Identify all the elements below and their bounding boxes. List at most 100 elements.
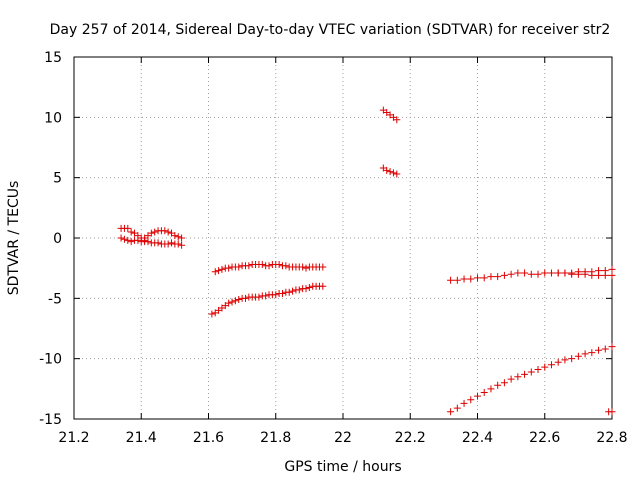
data-point (534, 366, 542, 374)
data-point (487, 385, 495, 393)
data-point (272, 291, 280, 299)
data-point (127, 238, 135, 246)
data-point (608, 265, 616, 273)
series-track-1-upper (117, 224, 149, 244)
data-marks (117, 106, 616, 416)
data-point (164, 228, 172, 236)
data-point (561, 269, 569, 277)
data-point (245, 262, 253, 270)
chart-title: Day 257 of 2014, Sidereal Day-to-day VTE… (50, 22, 611, 38)
data-point (144, 238, 152, 246)
series-track-9 (605, 408, 616, 416)
grid (74, 57, 612, 419)
data-point (117, 234, 125, 242)
data-point (319, 263, 327, 271)
data-point (386, 168, 394, 176)
data-point (581, 270, 589, 278)
data-point (500, 379, 508, 387)
data-point (319, 282, 327, 290)
y-tick-label: -15 (39, 412, 62, 428)
data-point (453, 404, 461, 412)
data-point (595, 346, 603, 354)
series-track-4 (379, 106, 401, 124)
data-point (467, 396, 475, 404)
data-point (527, 368, 535, 376)
data-point (608, 408, 616, 416)
series-track-2 (211, 261, 327, 276)
data-point (521, 370, 529, 378)
data-point (289, 287, 297, 295)
data-point (480, 274, 488, 282)
data-point (581, 350, 589, 358)
data-point (168, 239, 176, 247)
series-track-3 (208, 282, 327, 318)
data-point (178, 234, 186, 242)
data-point (295, 286, 303, 294)
data-point (383, 166, 391, 174)
x-tick-label: 22 (334, 430, 352, 446)
data-point (258, 261, 266, 269)
x-tick-label: 21.8 (260, 430, 291, 446)
data-point (151, 228, 159, 236)
data-point (147, 229, 155, 237)
data-point (601, 345, 609, 353)
data-point (568, 355, 576, 363)
data-point (174, 233, 182, 241)
series-track-1-arc (141, 227, 186, 242)
data-point (255, 293, 263, 301)
data-point (154, 239, 162, 247)
data-point (608, 271, 616, 279)
data-point (568, 270, 576, 278)
data-point (228, 298, 236, 306)
x-axis-tick-labels: 21.2 21.4 21.6 21.8 22 22.2 22.4 22.6 22.8 (58, 430, 627, 446)
data-point (588, 349, 596, 357)
data-point (262, 292, 270, 300)
data-point (487, 273, 495, 281)
data-point (120, 235, 128, 243)
data-point (554, 358, 562, 366)
data-point (393, 170, 401, 178)
data-point (164, 240, 172, 248)
data-point (161, 227, 169, 235)
data-point (541, 269, 549, 277)
data-point (574, 352, 582, 360)
data-point (278, 290, 286, 298)
y-tick-label: 0 (53, 231, 62, 247)
data-point (547, 361, 555, 369)
data-point (514, 269, 522, 277)
series-track-5 (379, 164, 401, 178)
data-point (218, 265, 226, 273)
x-axis-label: GPS time / hours (284, 459, 401, 475)
data-point (595, 271, 603, 279)
axis-ticks (73, 56, 613, 420)
x-tick-label: 22.4 (462, 430, 493, 446)
x-tick-label: 21.6 (193, 430, 224, 446)
data-point (474, 392, 481, 400)
data-point (127, 228, 135, 236)
series-track-7 (554, 269, 616, 279)
data-point (507, 375, 515, 383)
data-point (514, 373, 522, 381)
y-tick-label: 5 (53, 171, 62, 187)
data-point (134, 236, 142, 244)
data-point (235, 263, 243, 271)
data-point (302, 264, 310, 272)
data-point (231, 297, 239, 305)
data-point (171, 232, 179, 240)
data-point (225, 299, 233, 307)
data-point (541, 363, 549, 371)
data-point (534, 270, 542, 278)
data-point (285, 288, 293, 296)
data-point (305, 283, 313, 291)
data-point (393, 116, 401, 124)
data-point (389, 169, 397, 177)
data-point (494, 381, 502, 389)
data-point (554, 269, 562, 277)
data-point (474, 274, 481, 282)
data-point (527, 270, 535, 278)
data-point (215, 267, 223, 275)
data-point (275, 261, 283, 269)
data-point (208, 310, 216, 318)
y-tick-label: 15 (44, 50, 62, 66)
